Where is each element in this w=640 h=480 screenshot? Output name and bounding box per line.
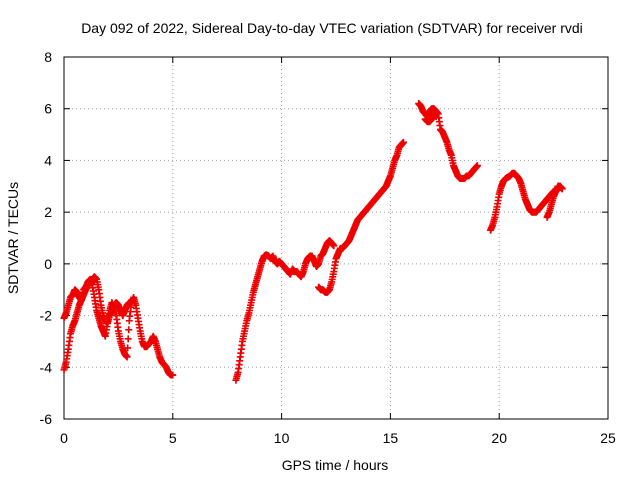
y-tick-label: 8 <box>44 49 52 65</box>
series-segment-h <box>543 182 564 221</box>
data-point <box>556 182 564 190</box>
data-point <box>124 335 132 343</box>
y-tick-label: 4 <box>44 152 52 168</box>
data-point <box>399 138 407 146</box>
data-marks <box>60 100 566 384</box>
series-segment-c <box>232 237 338 384</box>
series-segment-e <box>415 100 481 183</box>
x-tick-label: 15 <box>383 430 399 446</box>
x-tick-label: 0 <box>60 430 68 446</box>
chart-title: Day 092 of 2022, Sidereal Day-to-day VTE… <box>81 20 583 36</box>
x-axis-label: GPS time / hours <box>282 457 389 473</box>
series-segment-f <box>421 110 440 126</box>
series-segment-d <box>315 138 407 296</box>
data-point <box>125 299 133 307</box>
y-tick-label: 2 <box>44 204 52 220</box>
data-point <box>169 371 177 379</box>
plot-frame <box>63 56 609 420</box>
series-segment-g <box>486 169 566 234</box>
data-point <box>123 353 131 361</box>
data-point <box>125 326 133 334</box>
y-tick-label: 6 <box>44 101 52 117</box>
y-axis-label: SDTVAR / TECUs <box>5 182 21 294</box>
series-segment-b <box>60 273 133 327</box>
data-point <box>432 112 440 120</box>
axis-ticks: 0 5 10 15 20 25 -6 -4 -2 0 2 4 6 8 <box>40 49 616 446</box>
x-tick-label: 20 <box>491 430 507 446</box>
y-tick-label: -2 <box>40 308 53 324</box>
data-point <box>473 162 481 170</box>
y-tick-label: -6 <box>40 411 53 427</box>
x-tick-label: 25 <box>600 430 616 446</box>
y-tick-label: 0 <box>44 256 52 272</box>
data-point <box>124 344 132 352</box>
grid <box>64 57 608 419</box>
x-tick-label: 5 <box>169 430 177 446</box>
x-tick-label: 10 <box>274 430 290 446</box>
y-tick-label: -4 <box>40 359 53 375</box>
data-point <box>330 242 338 250</box>
